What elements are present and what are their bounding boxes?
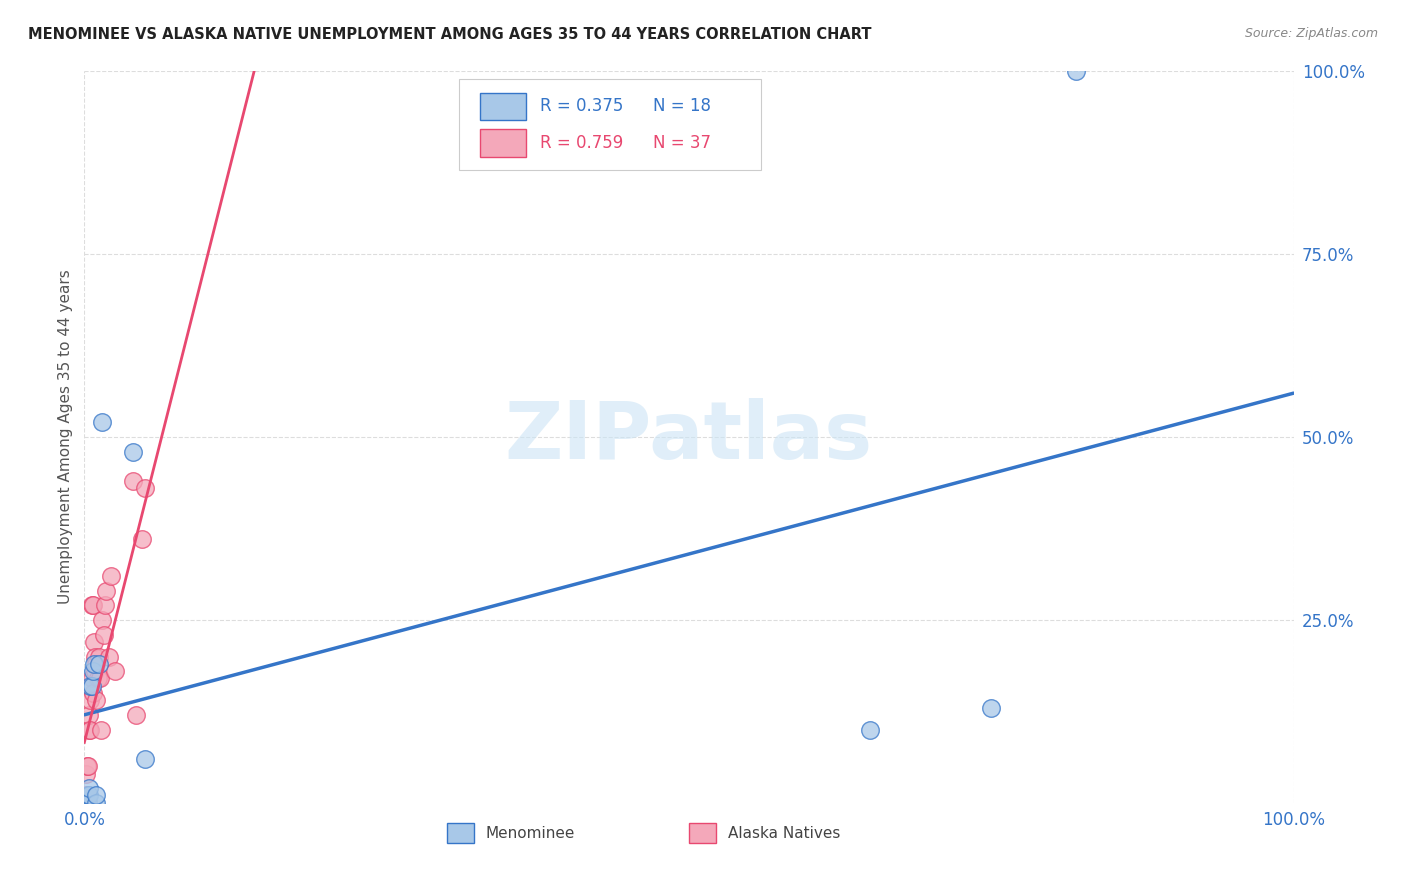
- Point: [79, 679, 101, 693]
- Point: [87, 649, 110, 664]
- Point: [77, 723, 100, 737]
- Text: N = 18: N = 18: [652, 97, 710, 115]
- Point: [86, 657, 108, 671]
- Point: [80, 599, 103, 613]
- Point: [97, 649, 120, 664]
- Point: [134, 481, 156, 495]
- Point: [82, 599, 104, 613]
- Point: [91, 613, 114, 627]
- Text: Alaska Natives: Alaska Natives: [728, 826, 839, 841]
- Point: [80, 672, 103, 686]
- Point: [79, 693, 101, 707]
- Point: [94, 599, 117, 613]
- Point: [86, 672, 108, 686]
- Point: [77, 759, 100, 773]
- Text: MENOMINEE VS ALASKA NATIVE UNEMPLOYMENT AMONG AGES 35 TO 44 YEARS CORRELATION CH: MENOMINEE VS ALASKA NATIVE UNEMPLOYMENT …: [28, 27, 872, 42]
- Text: Source: ZipAtlas.com: Source: ZipAtlas.com: [1244, 27, 1378, 40]
- Point: [77, 789, 100, 803]
- Point: [77, 796, 100, 810]
- Bar: [689, 822, 716, 843]
- Text: N = 37: N = 37: [652, 134, 710, 152]
- Point: [1064, 64, 1087, 78]
- Point: [75, 796, 97, 810]
- Point: [125, 708, 148, 723]
- Point: [87, 657, 110, 671]
- Point: [77, 781, 100, 796]
- Point: [83, 657, 105, 671]
- Point: [76, 759, 98, 773]
- Point: [75, 796, 97, 810]
- Point: [94, 583, 117, 598]
- Point: [82, 686, 104, 700]
- Point: [76, 796, 98, 810]
- Point: [76, 796, 98, 810]
- Point: [93, 627, 115, 641]
- Point: [980, 700, 1002, 714]
- Point: [83, 635, 105, 649]
- Point: [131, 533, 153, 547]
- Point: [77, 789, 100, 803]
- Y-axis label: Unemployment Among Ages 35 to 44 years: Unemployment Among Ages 35 to 44 years: [58, 269, 73, 605]
- Point: [82, 664, 104, 678]
- Bar: [479, 93, 526, 120]
- Point: [89, 672, 111, 686]
- Point: [84, 664, 107, 678]
- Point: [121, 444, 143, 458]
- Point: [86, 789, 108, 803]
- Point: [91, 416, 114, 430]
- Text: ZIPatlas: ZIPatlas: [505, 398, 873, 476]
- Point: [86, 796, 108, 810]
- Bar: [479, 129, 526, 157]
- Point: [79, 723, 101, 737]
- Point: [75, 789, 97, 803]
- Text: R = 0.759: R = 0.759: [540, 134, 623, 152]
- Text: R = 0.375: R = 0.375: [540, 97, 624, 115]
- Point: [84, 649, 107, 664]
- FancyBboxPatch shape: [460, 78, 762, 170]
- Point: [100, 569, 122, 583]
- Point: [86, 693, 108, 707]
- Point: [859, 723, 882, 737]
- Point: [77, 708, 100, 723]
- Text: Menominee: Menominee: [486, 826, 575, 841]
- Point: [90, 723, 112, 737]
- Point: [75, 766, 97, 780]
- Point: [75, 796, 97, 810]
- Bar: [447, 822, 474, 843]
- Point: [104, 664, 127, 678]
- Point: [77, 796, 100, 810]
- Point: [121, 474, 143, 488]
- Point: [80, 679, 103, 693]
- Point: [134, 752, 156, 766]
